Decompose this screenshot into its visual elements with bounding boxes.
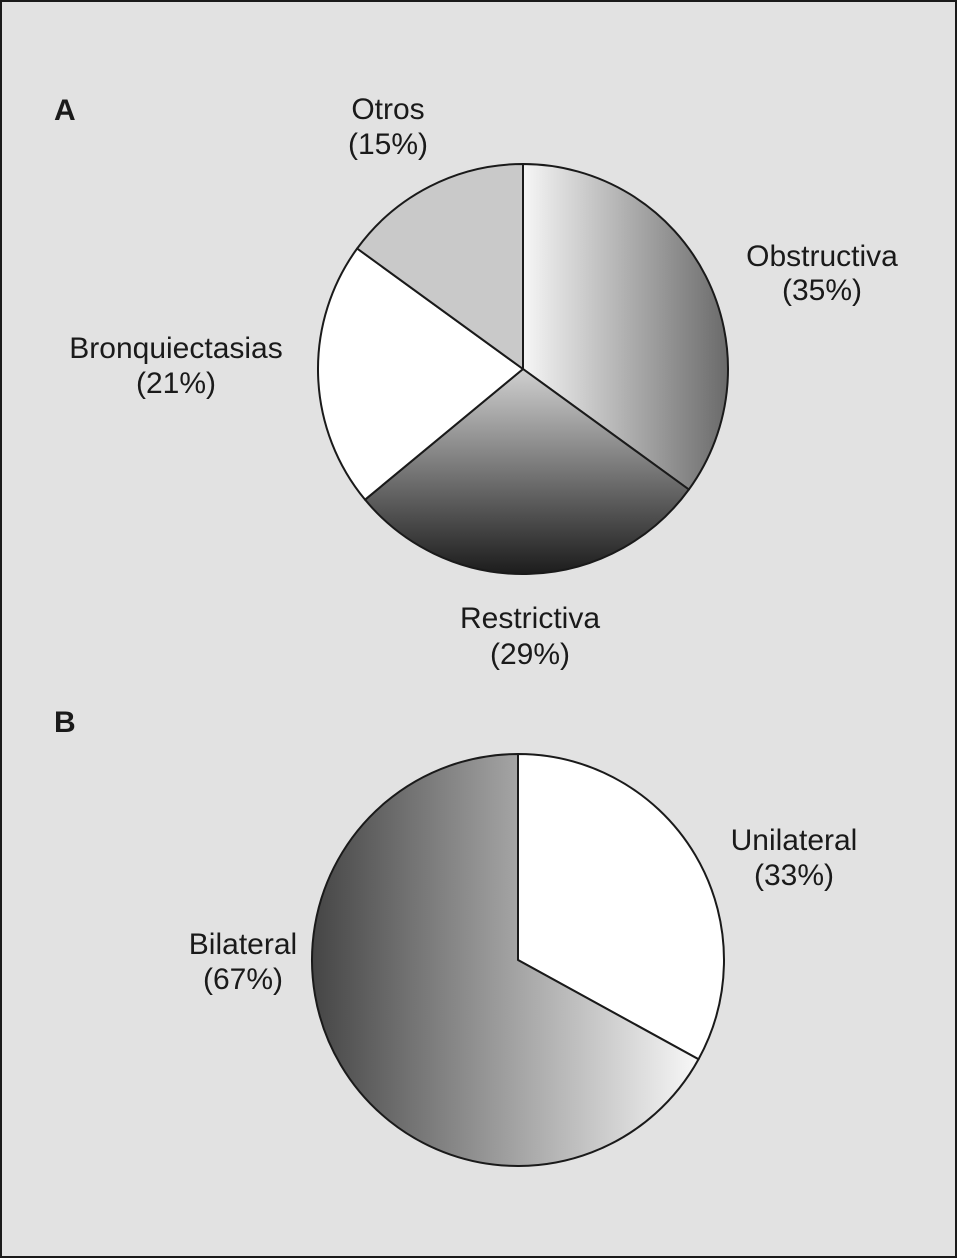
pie-slice-bronquiectasias [316,247,524,501]
slice-label-bronquiectasias: Bronquiectasias (21%) [69,332,282,400]
slice-name-bronquiectasias: Bronquiectasias [69,332,282,365]
slice-name-obstructiva: Obstructiva [746,240,898,273]
pie-chart-b [311,753,725,1167]
pie-slice-unilateral [517,753,725,1061]
slice-value-restrictiva: (29%) [490,638,570,671]
slice-name-otros: Otros [351,93,424,126]
slice-label-restrictiva: Restrictiva (29%) [460,602,600,671]
slice-label-unilateral: Unilateral (33%) [731,824,858,892]
panel-label-a: A [54,94,76,127]
slice-value-bronquiectasias: (21%) [136,367,216,400]
slice-label-obstructiva: Obstructiva (35%) [746,240,898,307]
pie-slice-obstructiva [522,163,729,491]
pie-slice-otros [356,163,524,370]
slice-value-bilateral: (67%) [203,963,283,996]
slice-name-unilateral: Unilateral [731,824,858,857]
slice-value-unilateral: (33%) [754,859,834,892]
pie-slice-restrictiva [364,368,690,575]
slice-name-bilateral: Bilateral [189,928,297,961]
panel-label-b: B [54,706,76,739]
slice-label-otros: Otros (15%) [348,93,428,161]
pie-slice-bilateral [311,753,700,1167]
slice-name-restrictiva: Restrictiva [460,602,600,635]
slice-value-otros: (15%) [348,128,428,161]
slice-label-bilateral: Bilateral (67%) [189,928,297,996]
pie-chart-a [316,163,729,575]
slice-value-obstructiva: (35%) [782,274,862,307]
